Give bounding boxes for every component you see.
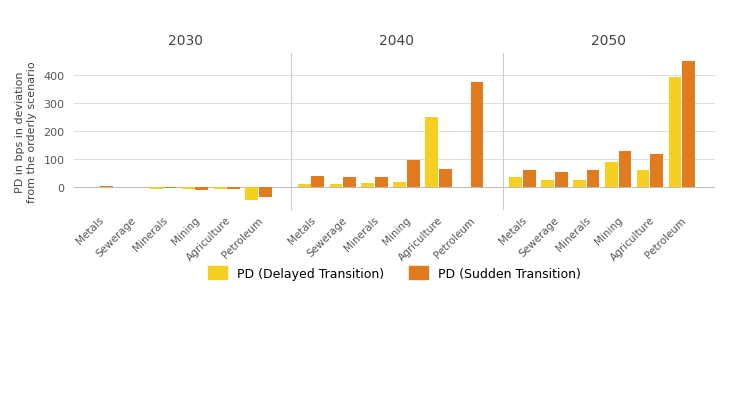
Bar [312, 177, 324, 188]
Y-axis label: PD in bps in deviation
from the orderly scenario: PD in bps in deviation from the orderly … [15, 61, 36, 202]
Legend: PD (Delayed Transition), PD (Sudden Transition): PD (Delayed Transition), PD (Sudden Tran… [204, 262, 586, 285]
Bar [227, 188, 240, 189]
Bar [425, 118, 438, 188]
Bar [650, 155, 663, 188]
Bar [510, 178, 522, 188]
Bar [637, 171, 650, 188]
Bar [182, 188, 194, 189]
Bar [330, 184, 342, 188]
Bar [605, 163, 618, 188]
Bar [245, 188, 258, 200]
Bar [683, 62, 695, 188]
Bar [541, 180, 554, 188]
Bar [164, 188, 177, 189]
Bar [100, 187, 112, 188]
Bar [471, 83, 483, 188]
Bar [343, 178, 356, 188]
Bar [407, 160, 420, 188]
Text: 2030: 2030 [168, 34, 203, 47]
Bar [393, 182, 406, 188]
Bar [298, 184, 310, 188]
Bar [587, 171, 599, 188]
Bar [669, 78, 681, 188]
Text: 2040: 2040 [380, 34, 415, 47]
Bar [555, 173, 568, 188]
Bar [214, 188, 226, 189]
Bar [86, 187, 99, 188]
Bar [375, 177, 388, 188]
Bar [573, 180, 585, 188]
Bar [259, 188, 272, 198]
Bar [439, 170, 452, 188]
Bar [150, 188, 163, 189]
Bar [523, 171, 536, 188]
Bar [196, 188, 208, 190]
Bar [618, 151, 631, 188]
Text: 2050: 2050 [591, 34, 626, 47]
Bar [361, 184, 374, 188]
